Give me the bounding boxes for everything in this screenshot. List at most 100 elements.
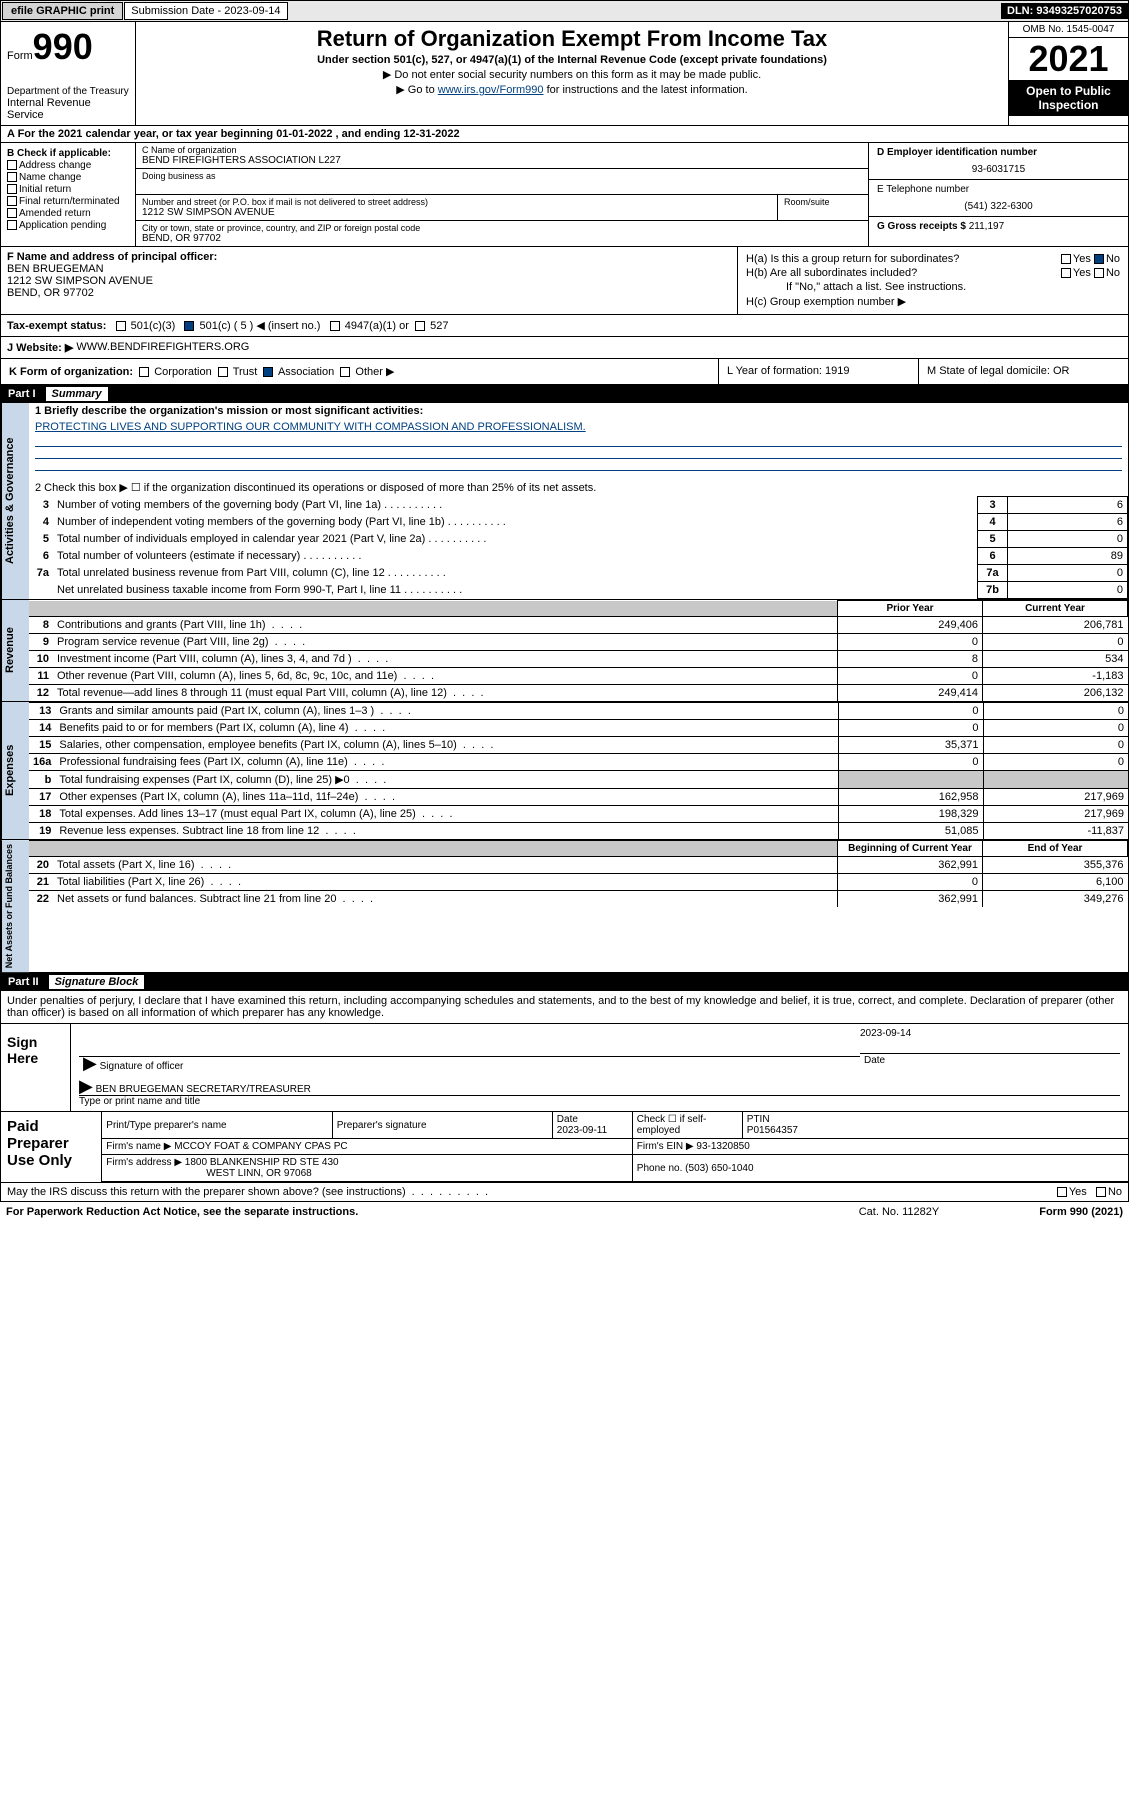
dba-label: Doing business as	[142, 171, 862, 181]
chk-application-pending[interactable]: Application pending	[7, 220, 129, 231]
gross-receipts-value: 211,197	[969, 221, 1004, 232]
column-b: B Check if applicable: Address change Na…	[1, 143, 136, 246]
ptin-cell: PTINP01564357	[742, 1112, 1128, 1139]
sign-here-label: Sign Here	[1, 1024, 71, 1111]
column-de: D Employer identification number 93-6031…	[868, 143, 1128, 246]
header-left: Form990 Department of the Treasury Inter…	[1, 22, 136, 125]
tax-year: 2021	[1009, 38, 1128, 80]
table-row: 13 Grants and similar amounts paid (Part…	[29, 703, 1128, 720]
chk-may-yes[interactable]	[1057, 1187, 1067, 1197]
row-a-period: A For the 2021 calendar year, or tax yea…	[0, 126, 1129, 143]
table-row: 16a Professional fundraising fees (Part …	[29, 754, 1128, 771]
mission-line-2	[35, 447, 1122, 459]
row-i-tax-status: Tax-exempt status: 501(c)(3) 501(c) ( 5 …	[0, 315, 1129, 337]
table-row: 19 Revenue less expenses. Subtract line …	[29, 823, 1128, 840]
header-right: OMB No. 1545-0047 2021 Open to Public In…	[1008, 22, 1128, 125]
form-note-2: ▶ Go to www.irs.gov/Form990 for instruct…	[146, 83, 998, 96]
column-h: H(a) Is this a group return for subordin…	[738, 247, 1128, 314]
section-fh: F Name and address of principal officer:…	[0, 247, 1129, 315]
form-number: Form990	[7, 26, 129, 68]
self-employed-chk[interactable]: Check ☐ if self-employed	[632, 1112, 742, 1139]
q1-mission-label: 1 Briefly describe the organization's mi…	[29, 403, 1128, 419]
firm-name-row: Firm's name ▶ MCCOY FOAT & COMPANY CPAS …	[102, 1139, 632, 1155]
table-row: 9 Program service revenue (Part VIII, li…	[29, 634, 1128, 651]
table-row: 10 Investment income (Part VIII, column …	[29, 651, 1128, 668]
current-year-hdr: Current Year	[983, 601, 1128, 617]
sign-date-label: Date	[860, 1054, 889, 1067]
form-title: Return of Organization Exempt From Incom…	[146, 26, 998, 52]
chk-other[interactable]	[340, 367, 350, 377]
officer-addr2: BEND, OR 97702	[7, 287, 731, 299]
sign-here-block: Sign Here ▶ Signature of officer 2023-09…	[0, 1024, 1129, 1112]
chk-initial-return[interactable]: Initial return	[7, 184, 129, 195]
note2-pre: ▶ Go to	[396, 84, 437, 96]
submission-date: Submission Date - 2023-09-14	[124, 2, 287, 20]
chk-amended-return[interactable]: Amended return	[7, 208, 129, 219]
expenses-section: Expenses 13 Grants and similar amounts p…	[0, 702, 1129, 840]
sign-body: ▶ Signature of officer 2023-09-14 Date ▶…	[71, 1024, 1128, 1111]
chk-may-no[interactable]	[1096, 1187, 1106, 1197]
table-row: Net unrelated business taxable income fr…	[29, 582, 1128, 599]
note2-post: for instructions and the latest informat…	[544, 84, 748, 96]
table-row: 18 Total expenses. Add lines 13–17 (must…	[29, 806, 1128, 823]
addr-label: Number and street (or P.O. box if mail i…	[142, 197, 771, 207]
ein-value: 93-6031715	[877, 164, 1120, 175]
mission-text: PROTECTING LIVES AND SUPPORTING OUR COMM…	[35, 421, 586, 433]
chk-address-change[interactable]: Address change	[7, 160, 129, 171]
form-header: Form990 Department of the Treasury Inter…	[0, 22, 1129, 126]
form-ref: Form 990 (2021)	[1039, 1206, 1123, 1218]
boy-hdr: Beginning of Current Year	[838, 841, 983, 857]
room-label: Room/suite	[784, 197, 862, 207]
chk-trust[interactable]	[218, 367, 228, 377]
table-row: 5 Total number of individuals employed i…	[29, 531, 1128, 548]
state-of-domicile: M State of legal domicile: OR	[918, 359, 1128, 384]
phone-label: E Telephone number	[877, 184, 1120, 195]
part-1-header: Part I Summary	[0, 385, 1129, 403]
firm-phone-row: Phone no. (503) 650-1040	[632, 1155, 1128, 1182]
col-b-title: B Check if applicable:	[7, 148, 129, 159]
chk-527[interactable]	[415, 321, 425, 331]
chk-association[interactable]	[263, 367, 273, 377]
net-assets-label: Net Assets or Fund Balances	[1, 840, 29, 972]
chk-final-return[interactable]: Final return/terminated	[7, 196, 129, 207]
form-note-1: ▶ Do not enter social security numbers o…	[146, 68, 998, 81]
chk-501c3[interactable]	[116, 321, 126, 331]
arrow-icon: ▶	[83, 1053, 97, 1073]
efile-button[interactable]: efile GRAPHIC print	[2, 2, 123, 20]
k-form-of-org: K Form of organization: Corporation Trus…	[1, 359, 718, 384]
gross-receipts-label: G Gross receipts $	[877, 221, 966, 232]
org-address: 1212 SW SIMPSON AVENUE	[142, 207, 771, 218]
h-b: H(b) Are all subordinates included? Yes …	[746, 267, 1120, 279]
part-2-header: Part II Signature Block	[0, 973, 1129, 991]
opt-501c3: 501(c)(3)	[131, 320, 176, 332]
arrow-icon: ▶	[79, 1076, 93, 1096]
table-row: 3 Number of voting members of the govern…	[29, 497, 1128, 514]
column-f: F Name and address of principal officer:…	[1, 247, 738, 314]
chk-4947[interactable]	[330, 321, 340, 331]
dln-label: DLN: 93493257020753	[1001, 3, 1128, 19]
header-middle: Return of Organization Exempt From Incom…	[136, 22, 1008, 125]
table-row: 17 Other expenses (Part IX, column (A), …	[29, 789, 1128, 806]
irs-label: Internal Revenue Service	[7, 97, 129, 121]
omb-number: OMB No. 1545-0047	[1009, 22, 1128, 38]
chk-name-change[interactable]: Name change	[7, 172, 129, 183]
form-subtitle: Under section 501(c), 527, or 4947(a)(1)…	[146, 54, 998, 66]
revenue-section: Revenue Prior Year Current Year 8 Contri…	[0, 600, 1129, 702]
opt-4947: 4947(a)(1) or	[345, 320, 409, 332]
part-1-title: Summary	[46, 387, 108, 401]
phone-value: (541) 322-6300	[877, 201, 1120, 212]
paid-preparer-block: Paid Preparer Use Only Print/Type prepar…	[0, 1112, 1129, 1183]
chk-501c[interactable]	[184, 321, 194, 331]
officer-addr1: 1212 SW SIMPSON AVENUE	[7, 275, 731, 287]
paperwork-notice: For Paperwork Reduction Act Notice, see …	[6, 1206, 358, 1218]
officer-label: F Name and address of principal officer:	[7, 251, 731, 263]
chk-corporation[interactable]	[139, 367, 149, 377]
signature-intro: Under penalties of perjury, I declare th…	[0, 991, 1129, 1024]
opt-501c: 501(c) ( 5 ) ◀ (insert no.)	[200, 320, 321, 332]
activities-gov-label: Activities & Governance	[1, 403, 29, 599]
table-row: 11 Other revenue (Part VIII, column (A),…	[29, 668, 1128, 685]
table-row: 20 Total assets (Part X, line 16) . . . …	[29, 857, 1128, 874]
org-name: BEND FIREFIGHTERS ASSOCIATION L227	[142, 155, 862, 166]
irs-link[interactable]: www.irs.gov/Form990	[438, 84, 544, 96]
revenue-table: Prior Year Current Year 8 Contributions …	[29, 600, 1128, 701]
